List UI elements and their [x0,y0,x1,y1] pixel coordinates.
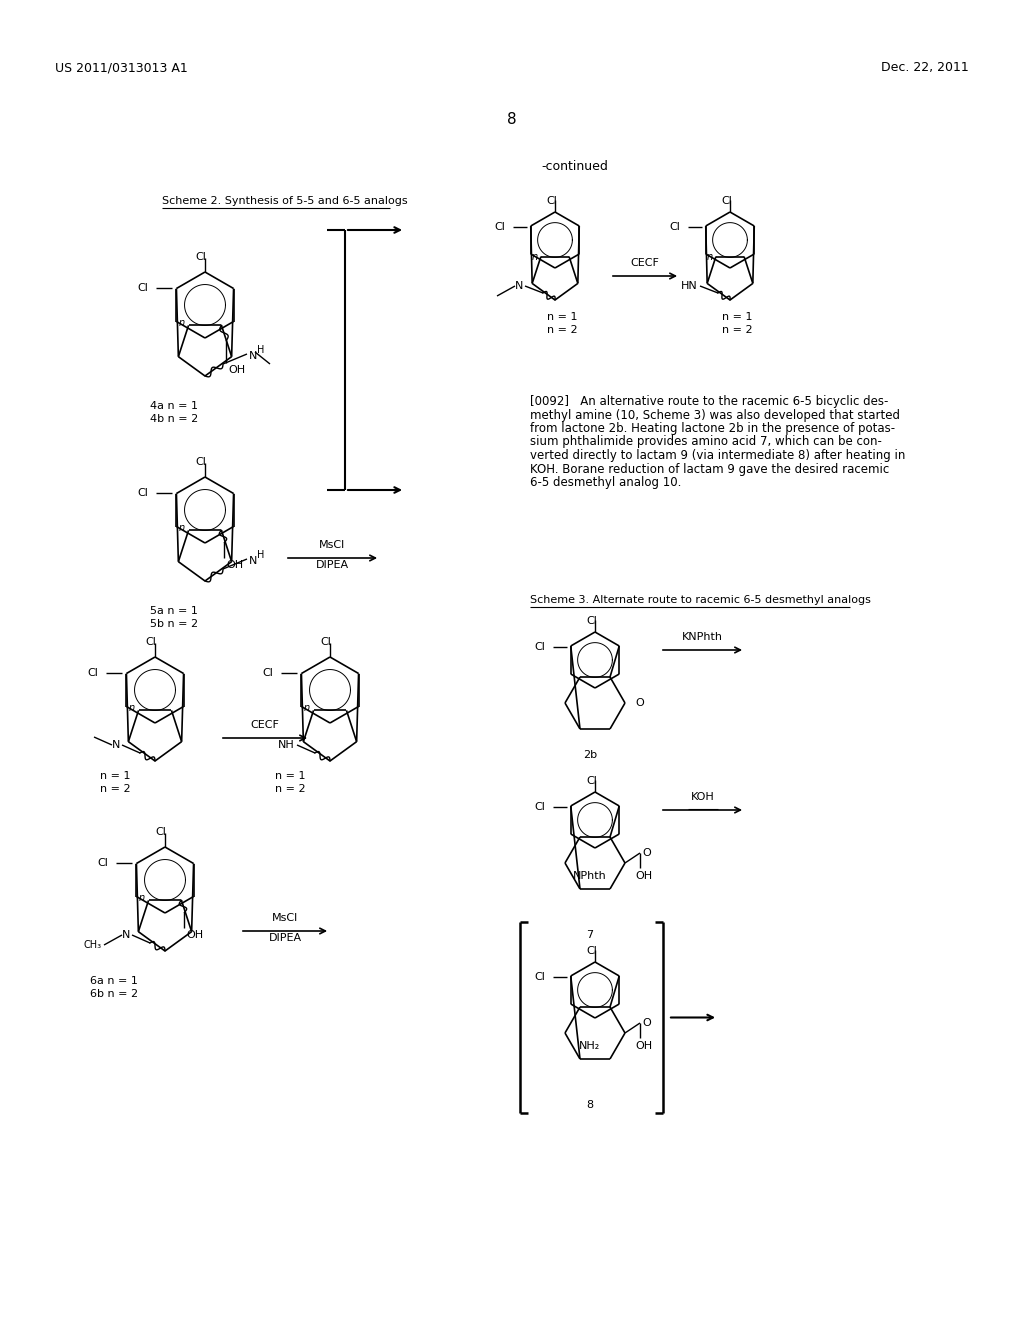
Text: N: N [122,931,130,940]
Text: Scheme 2. Synthesis of 5-5 and 6-5 analogs: Scheme 2. Synthesis of 5-5 and 6-5 analo… [162,195,408,206]
Text: -continued: -continued [542,160,608,173]
Text: CH₃: CH₃ [84,940,102,950]
Text: Cl: Cl [137,488,148,498]
Text: 5b n = 2: 5b n = 2 [150,619,198,630]
Text: n: n [138,894,144,903]
Text: Cl: Cl [587,946,597,956]
Text: OH: OH [226,561,244,570]
Text: n = 2: n = 2 [722,325,753,335]
Text: MsCl: MsCl [319,540,346,550]
Text: Cl: Cl [262,668,273,678]
Text: Cl: Cl [495,222,505,232]
Text: n = 2: n = 2 [275,784,305,795]
Text: n = 2: n = 2 [100,784,131,795]
Text: 6b n = 2: 6b n = 2 [90,989,138,999]
Text: Cl: Cl [587,616,597,626]
Text: Cl: Cl [137,282,148,293]
Text: O: O [642,847,650,858]
Text: NH: NH [279,741,295,750]
Text: n = 1: n = 1 [275,771,305,781]
Text: [0092]   An alternative route to the racemic 6-5 bicyclic des-: [0092] An alternative route to the racem… [530,395,889,408]
Text: H: H [257,550,264,560]
Text: Cl: Cl [535,803,545,812]
Text: Cl: Cl [722,195,732,206]
Text: Cl: Cl [196,252,207,261]
Text: methyl amine (10, Scheme 3) was also developed that started: methyl amine (10, Scheme 3) was also dev… [530,408,900,421]
Text: Cl: Cl [321,638,332,647]
Text: N: N [112,741,120,750]
Text: NPhth: NPhth [573,871,607,880]
Text: O: O [642,1018,650,1028]
Text: OH: OH [186,931,204,940]
Text: CECF: CECF [631,257,659,268]
Text: n = 1: n = 1 [547,312,578,322]
Text: 6-5 desmethyl analog 10.: 6-5 desmethyl analog 10. [530,477,681,488]
Text: H: H [257,345,264,355]
Text: OH: OH [635,1041,652,1051]
Text: Dec. 22, 2011: Dec. 22, 2011 [882,62,969,74]
Text: Cl: Cl [145,638,157,647]
Text: HN: HN [681,281,698,290]
Text: verted directly to lactam 9 (via intermediate 8) after heating in: verted directly to lactam 9 (via interme… [530,449,905,462]
Text: Scheme 3. Alternate route to racemic 6-5 desmethyl analogs: Scheme 3. Alternate route to racemic 6-5… [530,595,870,605]
Text: NH₂: NH₂ [580,1041,601,1051]
Text: Cl: Cl [535,972,545,982]
Text: n = 2: n = 2 [547,325,578,335]
Text: KOH: KOH [690,792,715,803]
Text: DIPEA: DIPEA [268,933,301,942]
Text: DIPEA: DIPEA [316,560,349,570]
Text: OH: OH [635,871,652,880]
Text: 7: 7 [587,931,594,940]
Text: Cl: Cl [587,776,597,785]
Text: 8: 8 [587,1100,594,1110]
Text: Cl: Cl [547,195,557,206]
Text: n: n [531,252,538,261]
Text: N: N [249,351,257,360]
Text: US 2011/0313013 A1: US 2011/0313013 A1 [55,62,187,74]
Text: sium phthalimide provides amino acid 7, which can be con-: sium phthalimide provides amino acid 7, … [530,436,882,449]
Text: 8: 8 [507,112,517,128]
Text: Cl: Cl [196,457,207,467]
Text: n: n [178,523,184,533]
Text: Cl: Cl [669,222,680,232]
Text: n: n [707,252,713,261]
Text: KNPhth: KNPhth [682,632,723,642]
Text: 2b: 2b [583,750,597,760]
Text: n: n [128,704,134,713]
Text: n: n [303,704,309,713]
Text: 6a n = 1: 6a n = 1 [90,975,138,986]
Text: n = 1: n = 1 [100,771,130,781]
Text: 5a n = 1: 5a n = 1 [150,606,198,616]
Text: from lactone 2b. Heating lactone 2b in the presence of potas-: from lactone 2b. Heating lactone 2b in t… [530,422,895,436]
Text: O: O [635,698,644,708]
Text: Cl: Cl [535,642,545,652]
Text: MsCl: MsCl [272,913,298,923]
Text: N: N [249,556,257,566]
Text: Cl: Cl [97,858,108,869]
Text: KOH. Borane reduction of lactam 9 gave the desired racemic: KOH. Borane reduction of lactam 9 gave t… [530,462,889,475]
Text: 4b n = 2: 4b n = 2 [150,414,199,424]
Text: n: n [178,318,184,329]
Text: 4a n = 1: 4a n = 1 [150,401,198,411]
Text: Cl: Cl [156,828,167,837]
Text: n = 1: n = 1 [722,312,753,322]
Text: Cl: Cl [87,668,98,678]
Text: OH: OH [228,366,246,375]
Text: CECF: CECF [251,719,280,730]
Text: N: N [515,281,523,290]
